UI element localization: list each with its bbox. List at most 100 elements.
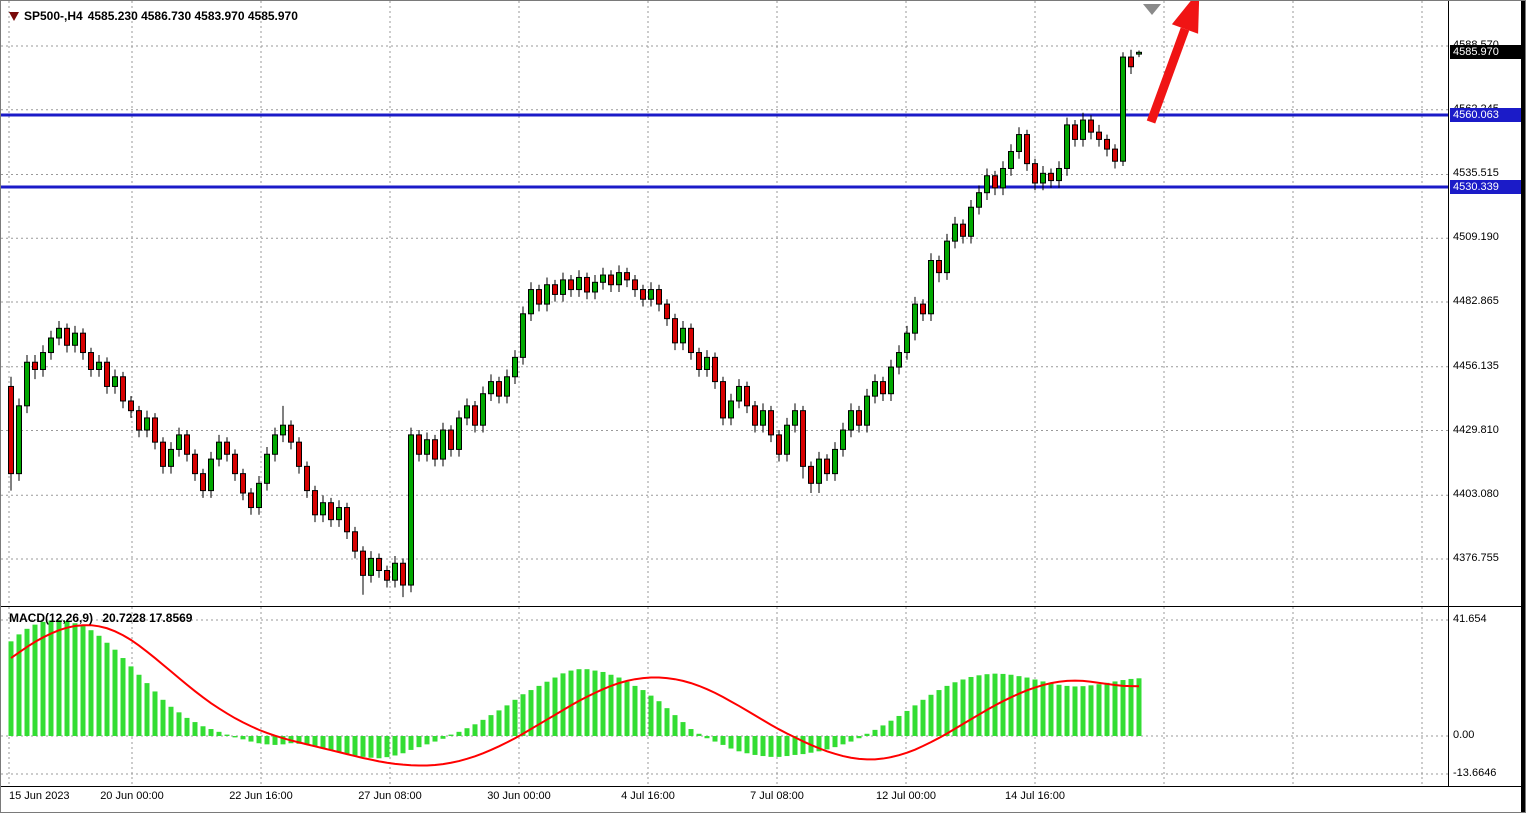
macd-axis-label: -13.6646 — [1453, 767, 1497, 780]
candle — [936, 260, 942, 274]
candle — [696, 352, 702, 370]
time-axis-label: 30 Jun 00:00 — [487, 790, 551, 802]
price-axis-label: 4403.080 — [1453, 488, 1499, 501]
candle — [280, 424, 286, 436]
macd-histogram-bar — [112, 649, 118, 736]
candle — [984, 175, 990, 194]
candle — [784, 424, 790, 455]
candle — [104, 361, 110, 387]
macd-histogram-bar — [1008, 674, 1014, 736]
time-axis-separator — [1, 786, 1525, 787]
candle — [424, 439, 430, 455]
macd-histogram-bar — [800, 736, 806, 755]
time-axis-label: 14 Jul 16:00 — [1005, 790, 1065, 802]
macd-histogram-bar — [1064, 685, 1070, 736]
price-pane[interactable] — [1, 1, 1448, 605]
macd-histogram-bar — [536, 685, 542, 736]
macd-histogram-bar — [264, 736, 270, 745]
candle — [264, 453, 270, 484]
macd-histogram-bar — [824, 736, 830, 750]
candle — [376, 557, 382, 572]
candle — [976, 192, 982, 208]
macd-histogram-bar — [424, 736, 430, 745]
candle — [472, 405, 478, 426]
macd-histogram-bar — [200, 726, 206, 736]
candle — [1080, 119, 1086, 140]
macd-histogram-bar — [144, 683, 150, 736]
candle — [568, 279, 574, 291]
candle — [800, 410, 806, 467]
macd-histogram-bar — [336, 736, 342, 753]
candle — [624, 272, 630, 281]
trend-arrow-shaft[interactable] — [1146, 27, 1190, 124]
candle — [192, 453, 198, 475]
macd-histogram-bar — [936, 690, 942, 736]
time-axis-label: 20 Jun 00:00 — [100, 790, 164, 802]
macd-histogram-bar — [296, 736, 302, 744]
candle — [344, 507, 350, 533]
candle — [168, 448, 174, 467]
candle — [880, 381, 886, 395]
macd-histogram-bar — [224, 734, 230, 736]
macd-histogram-bar — [184, 717, 190, 736]
candle — [872, 381, 878, 397]
candle — [512, 356, 518, 378]
macd-histogram-bar — [104, 642, 110, 736]
macd-histogram-bar — [272, 736, 278, 745]
candle — [1112, 148, 1118, 162]
time-axis[interactable]: 15 Jun 2023 20 Jun 00:00 22 Jun 16:00 27 Ju… — [1, 787, 1448, 812]
macd-pane[interactable] — [1, 607, 1448, 785]
macd-histogram-bar — [552, 677, 558, 736]
macd-histogram-bar — [816, 736, 822, 752]
candle — [824, 458, 830, 475]
macd-histogram-bar — [712, 736, 718, 742]
macd-histogram-bar — [720, 736, 726, 745]
trend-arrow-head[interactable] — [1171, 1, 1200, 34]
candle — [176, 434, 182, 450]
candle — [736, 385, 742, 402]
candle — [488, 381, 494, 395]
macd-histogram-bar — [248, 736, 254, 742]
macd-histogram-bar — [752, 736, 758, 755]
candle — [72, 332, 78, 346]
time-axis-label: 22 Jun 16:00 — [229, 790, 293, 802]
candle — [288, 424, 294, 443]
candle — [352, 531, 358, 552]
candle — [416, 434, 422, 455]
symbol-label: SP500-,H4 — [24, 9, 83, 23]
candle — [928, 260, 934, 315]
candle — [776, 434, 782, 455]
candle — [600, 274, 606, 283]
macd-histogram-bar — [448, 734, 454, 736]
macd-histogram-bar — [1024, 677, 1030, 736]
candle — [464, 405, 470, 419]
macd-histogram-bar — [728, 736, 734, 749]
macd-histogram-bar — [696, 733, 702, 736]
time-axis-label: 27 Jun 08:00 — [358, 790, 422, 802]
macd-histogram-bar — [1128, 678, 1134, 736]
macd-histogram-bar — [328, 736, 334, 751]
candle — [336, 507, 342, 521]
candle — [1000, 167, 1006, 189]
window-edge — [1521, 1, 1525, 812]
candle — [152, 417, 158, 443]
candle — [744, 385, 750, 407]
candle — [640, 289, 646, 300]
candle — [520, 313, 526, 358]
price-axis[interactable]: 4560.063 4530.339 4585.970 4588.5704562.… — [1449, 1, 1525, 786]
candle — [832, 448, 838, 475]
macd-histogram-bar — [1016, 676, 1022, 736]
macd-histogram-bar — [792, 736, 798, 755]
macd-histogram-bar — [1120, 680, 1126, 736]
macd-histogram-bar — [440, 736, 446, 739]
macd-histogram-bar — [488, 715, 494, 736]
macd-axis-label: 41.654 — [1453, 613, 1487, 626]
candle — [1040, 172, 1046, 184]
macd-histogram-bar — [744, 736, 750, 754]
candle — [160, 441, 166, 467]
object-anchor-marker[interactable] — [1143, 4, 1161, 15]
candle — [760, 410, 766, 426]
indicator-panel-separator[interactable] — [1, 606, 1525, 607]
macd-histogram-bar — [560, 673, 566, 736]
